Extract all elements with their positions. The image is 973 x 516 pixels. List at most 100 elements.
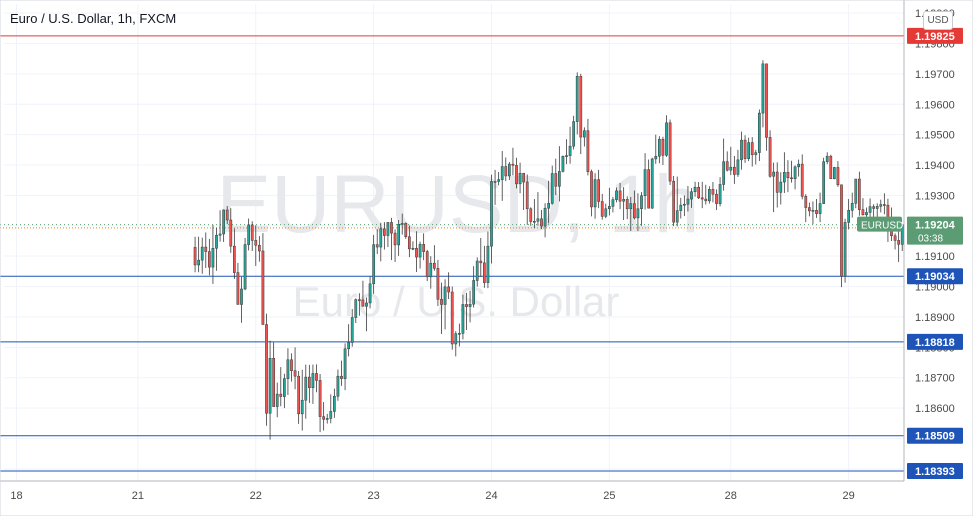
y-tick-label: 1.19700 (915, 69, 955, 81)
candle-up (543, 207, 547, 227)
candle-down (404, 223, 408, 237)
candle-down (425, 251, 429, 278)
candle-down (808, 207, 811, 212)
candle-layer (193, 60, 904, 440)
candle-down (229, 219, 233, 247)
level-tag-text: 1.18393 (915, 466, 955, 478)
candle-down (293, 370, 297, 377)
candle-up (397, 224, 400, 246)
level-tag-text: 1.19034 (915, 271, 956, 283)
candle-down (750, 142, 754, 155)
candle-up (197, 259, 201, 266)
candle-down (415, 248, 418, 258)
candle-up (350, 317, 354, 343)
candle-up (283, 378, 286, 397)
level-tag-text: 1.18509 (915, 431, 955, 443)
x-tick-label: 29 (843, 490, 855, 502)
candle-up (218, 233, 222, 236)
candle-up (740, 139, 743, 161)
candle-down (390, 222, 393, 234)
x-tick-label: 18 (10, 490, 22, 502)
candle-up (608, 206, 611, 210)
candle-up (325, 418, 329, 420)
candle-down (436, 268, 440, 300)
candle-down (465, 304, 468, 307)
candle-down (872, 206, 875, 209)
watermark-symbol: EURUSD, 1h (216, 159, 699, 250)
level-tag-bg (907, 462, 963, 479)
candle-up (650, 158, 654, 209)
candle-up (679, 204, 683, 211)
x-tick-label: 21 (132, 490, 144, 502)
candle-down (711, 189, 715, 195)
candle-up (690, 191, 693, 200)
candle-down (775, 171, 779, 193)
candle-up (854, 178, 858, 204)
y-tick-label: 1.18900 (915, 312, 955, 324)
candle-up (475, 260, 479, 281)
candle-up (640, 195, 643, 210)
candle-down (725, 161, 729, 171)
candle-down (525, 181, 529, 210)
candle-down (279, 393, 283, 397)
candle-up (593, 179, 597, 208)
candle-up (411, 248, 415, 250)
candle-down (840, 184, 843, 277)
candle-down (204, 246, 208, 252)
candle-down (786, 172, 790, 179)
candle-down (318, 380, 322, 417)
candle-up (429, 262, 433, 278)
y-tick-label: 1.18700 (915, 373, 955, 385)
candle-down (668, 122, 672, 182)
candle-up (686, 198, 690, 205)
candle-down (236, 272, 240, 305)
tag-layer: 1.19825 1.19034 1.18818 1.18509 1.18393 1.191… (857, 27, 963, 479)
candle-up (611, 199, 615, 207)
candle-down (768, 137, 772, 177)
chart-title: Euro / U.S. Dollar, 1h, FXCM (10, 11, 177, 26)
candle-up (658, 138, 661, 157)
x-tick-label: 22 (250, 490, 262, 502)
candle-down (261, 250, 265, 325)
candle-up (833, 167, 836, 179)
candle-down (733, 166, 736, 175)
candle-up (722, 161, 725, 185)
candle-up (850, 203, 854, 211)
candle-up (797, 163, 800, 168)
currency-button[interactable]: USD (923, 11, 953, 30)
candle-up (865, 212, 868, 216)
candle-down (633, 203, 636, 219)
candle-up (718, 184, 722, 204)
candle-down (358, 299, 361, 301)
candle-down (511, 163, 515, 166)
y-tick-label: 1.19300 (915, 190, 955, 202)
candle-down (743, 139, 747, 159)
candle-up (736, 159, 740, 175)
candle-down (765, 63, 768, 138)
candle-up (211, 248, 215, 268)
candle-down (597, 179, 600, 202)
candle-down (193, 247, 197, 266)
candle-up (754, 152, 758, 155)
candle-up (547, 203, 550, 209)
candle-up (758, 112, 761, 153)
symbol-badge-bg (857, 216, 902, 232)
candle-down (393, 232, 397, 246)
level-tag-text: 1.19825 (915, 31, 955, 43)
current-price-tag-bg (907, 216, 963, 245)
x-tick-label: 24 (485, 490, 497, 502)
level-tag-bg (907, 427, 963, 444)
candle-up (533, 220, 536, 223)
candle-up (443, 286, 447, 305)
candle-up (572, 121, 575, 147)
candle-up (793, 166, 797, 179)
candle-down (322, 416, 325, 420)
candle-down (408, 236, 411, 250)
candle-up (643, 169, 647, 196)
candle-down (450, 291, 454, 345)
candle-up (675, 210, 679, 223)
y-tick-label: 1.18600 (915, 403, 955, 415)
candle-up (783, 172, 786, 183)
